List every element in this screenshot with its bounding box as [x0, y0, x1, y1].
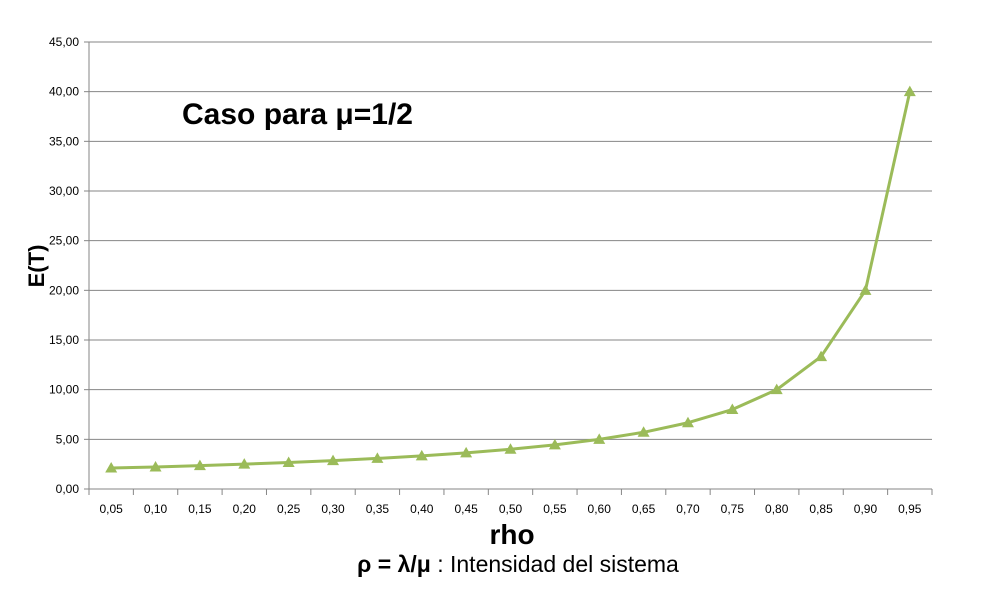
data-point-marker [726, 403, 739, 415]
x-tick-labels: 0,05 0,10 0,15 0,20 0,25 0,30 0,35 0,40 0,45 0,50… [100, 502, 922, 516]
data-point-marker [371, 452, 384, 463]
x-tick-label: 0,40 [410, 502, 434, 516]
y-tick-label: 0,00 [56, 482, 80, 496]
data-point-marker [770, 383, 783, 395]
data-point-marker [593, 433, 606, 444]
axes [84, 41, 933, 495]
series-layer [105, 85, 916, 473]
data-point-marker [681, 416, 694, 428]
x-tick-label: 0,95 [898, 502, 922, 516]
data-point-marker [105, 462, 118, 473]
x-tick-label: 0,05 [100, 502, 124, 516]
chart-title: Caso para μ=1/2 [182, 98, 413, 131]
data-point-marker [282, 456, 295, 467]
data-point-marker [327, 454, 340, 466]
series-line [111, 91, 912, 470]
y-tick-label: 15,00 [49, 333, 79, 347]
x-tick-label: 0,10 [144, 502, 168, 516]
y-tick-label: 10,00 [49, 383, 79, 397]
gridlines [89, 41, 932, 440]
y-tick-label: 35,00 [49, 134, 79, 148]
y-tick-label: 30,00 [49, 184, 79, 198]
data-point-marker [415, 449, 428, 461]
x-tick-label: 0,65 [632, 502, 656, 516]
y-tick-label: 40,00 [49, 85, 79, 99]
x-tick-label: 0,25 [277, 502, 301, 516]
y-tick-labels: 0,00 5,00 10,00 15,00 20,00 25,00 30,00 35,00 40… [49, 35, 79, 496]
x-tick-label: 0,20 [233, 502, 257, 516]
x-tick-label: 0,50 [499, 502, 523, 516]
x-tick-label: 0,85 [809, 502, 833, 516]
y-tick-label: 25,00 [49, 234, 79, 248]
data-point-marker [903, 85, 916, 97]
x-tick-label: 0,75 [721, 502, 745, 516]
data-point-marker [548, 438, 561, 450]
x-tick-label: 0,35 [366, 502, 390, 516]
x-tick-label: 0,60 [588, 502, 612, 516]
y-tick-label: 45,00 [49, 35, 79, 49]
x-tick-label: 0,15 [188, 502, 212, 516]
subtitle-text: : Intensidad del sistema [431, 551, 679, 577]
chart-subtitle: ρ = λ/μ : Intensidad del sistema [357, 551, 679, 577]
x-tick-label: 0,30 [321, 502, 345, 516]
x-tick-label: 0,55 [543, 502, 567, 516]
data-point-marker [460, 446, 473, 458]
data-point-marker [859, 284, 872, 295]
x-tick-label: 0,45 [454, 502, 478, 516]
y-tick-label: 20,00 [49, 283, 79, 297]
subtitle-symbol: ρ = λ/μ [357, 551, 431, 577]
data-point-marker [193, 459, 206, 471]
x-tick-label: 0,80 [765, 502, 789, 516]
data-point-marker [815, 350, 828, 362]
data-point-marker [238, 458, 251, 469]
y-tick-label: 5,00 [56, 432, 80, 446]
data-point-marker [149, 460, 162, 472]
y-axis-title: E(T) [24, 245, 49, 288]
data-point-marker [637, 426, 650, 437]
x-tick-label: 0,70 [676, 502, 700, 516]
x-axis-title: rho [489, 519, 534, 550]
x-tick-label: 0,90 [854, 502, 878, 516]
data-point-marker [504, 443, 517, 454]
